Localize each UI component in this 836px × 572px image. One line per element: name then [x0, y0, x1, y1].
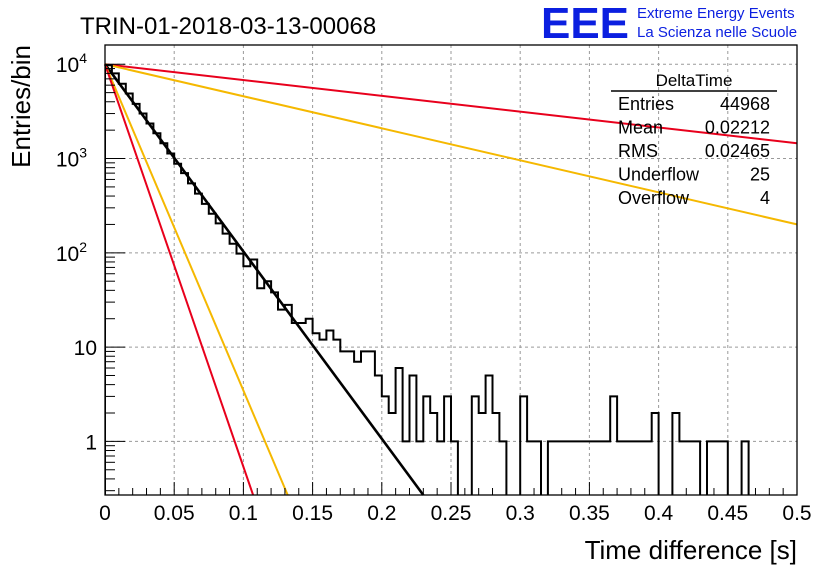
logo-line-1: Extreme Energy Events — [637, 5, 795, 22]
x-tick-label: 0.2 — [367, 502, 396, 525]
y-tick-label: 102 — [56, 239, 87, 266]
histogram-outline — [105, 64, 750, 495]
curve-line — [104, 63, 289, 496]
y-tick-label: 10 — [74, 337, 97, 360]
curve-line — [104, 63, 798, 226]
x-tick-label: 0.4 — [644, 502, 674, 525]
x-tick-label: 0.15 — [292, 502, 333, 525]
stats-row-value: 0.02465 — [705, 141, 770, 161]
stats-row-label: Mean — [618, 118, 663, 138]
stats-row-value: 44968 — [720, 94, 770, 114]
axis-ticks — [104, 63, 798, 495]
grid-lines — [105, 45, 797, 495]
tick-labels: 0 0.05 0.1 0.15 0.2 0.25 0.3 0.35 0.4 0.45 0.5 1 10 1… — [56, 50, 812, 525]
stats-title: DeltaTime — [656, 71, 733, 90]
x-tick-label: 0.45 — [707, 502, 748, 525]
x-tick-label: 0.1 — [229, 502, 258, 525]
x-tick-label: 0.35 — [569, 502, 610, 525]
y-axis-label: Entries/bin — [6, 45, 36, 168]
x-axis-label: Time difference [s] — [585, 535, 797, 565]
x-tick-label: 0.5 — [782, 502, 811, 525]
x-tick-label: 0.3 — [506, 502, 535, 525]
stats-row-label: RMS — [618, 141, 658, 161]
stats-row-value: 4 — [760, 188, 770, 208]
curve-line — [104, 63, 255, 496]
stats-row-value: 25 — [750, 165, 770, 185]
stats-rows: Entries 44968 Mean 0.02212 RMS 0.02465Underfl… — [618, 94, 770, 208]
histogram-layer — [105, 64, 750, 495]
curves-layer — [103, 63, 798, 496]
stats-row-label: Entries — [618, 94, 674, 114]
stats-row-label: Underflow — [618, 165, 700, 185]
x-tick-label: 0.25 — [431, 502, 472, 525]
stats-row-value: 0.02212 — [705, 118, 770, 138]
x-tick-label: 0 — [99, 502, 111, 525]
run-title: TRIN-01-2018-03-13-00068 — [80, 13, 376, 40]
y-tick-label: 103 — [56, 145, 87, 172]
y-tick-label: 1 — [85, 431, 97, 454]
stats-row-label: Overflow — [618, 188, 690, 208]
curve-line — [103, 63, 425, 496]
stats-box: DeltaTime Entries 44968 Mean 0.02212 RMS 0.02… — [611, 71, 777, 208]
eee-logo: EEE — [541, 0, 629, 48]
curve-line — [104, 63, 798, 145]
logo-line-2: La Scienza nelle Scuole — [637, 24, 797, 41]
y-tick-label: 104 — [56, 50, 87, 77]
x-tick-label: 0.05 — [154, 502, 195, 525]
